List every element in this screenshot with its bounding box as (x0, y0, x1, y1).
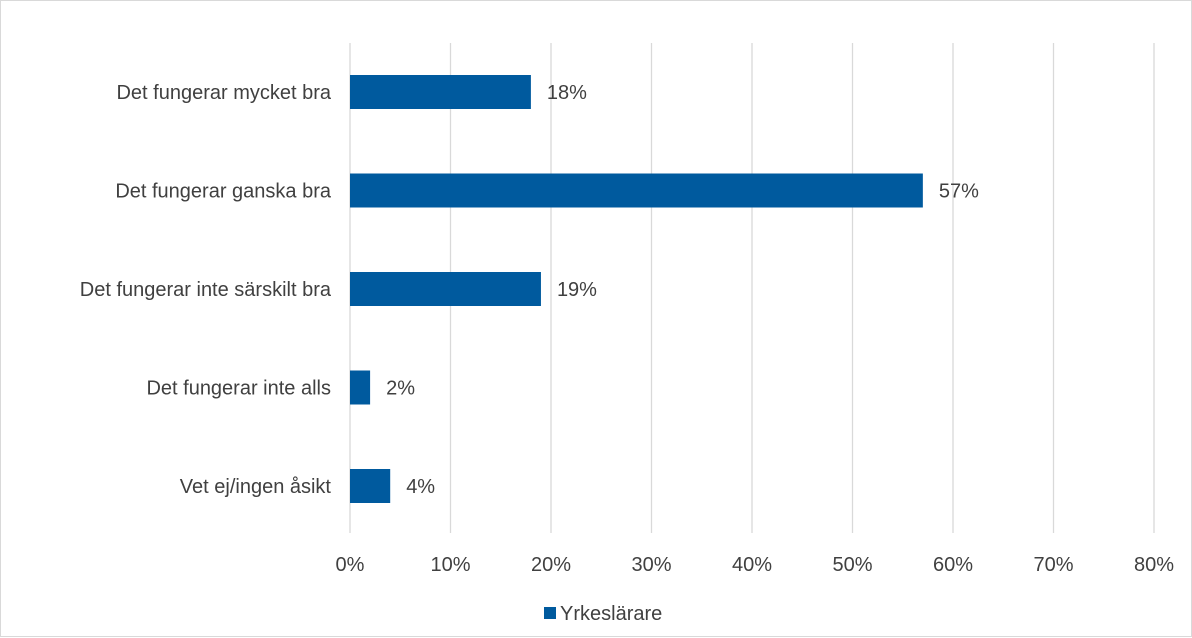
category-label: Vet ej/ingen åsikt (180, 476, 332, 498)
bar (350, 370, 371, 405)
data-label: 4% (406, 476, 435, 498)
x-tick-labels: 0% 10% 20% 30% 40% 50% 60% 70% 80% (336, 554, 1175, 576)
x-tick-label: 20% (531, 554, 571, 576)
category-label: Det fungerar mycket bra (116, 82, 331, 104)
x-tick-label: 0% (336, 554, 365, 576)
category-labels: Det fungerar mycket bra Det fungerar gans… (80, 82, 332, 498)
x-tick-label: 50% (832, 554, 872, 576)
category-label: Det fungerar inte särskilt bra (80, 279, 332, 301)
data-label: 2% (386, 378, 415, 400)
data-label: 57% (939, 181, 979, 203)
bar (350, 469, 391, 503)
bar (350, 272, 541, 306)
x-tick-label: 10% (430, 554, 470, 576)
category-label: Det fungerar inte alls (146, 378, 331, 400)
gridlines (349, 43, 1155, 533)
x-tick-label: 70% (1033, 554, 1073, 576)
x-tick-label: 40% (732, 554, 772, 576)
x-tick-label: 80% (1134, 554, 1174, 576)
x-tick-label: 30% (631, 554, 671, 576)
bar (350, 173, 923, 208)
legend-swatch (544, 607, 556, 619)
legend-label: Yrkeslärare (560, 603, 662, 625)
data-labels: 18% 57% 19% 2% 4% (386, 82, 979, 498)
category-label: Det fungerar ganska bra (115, 181, 332, 203)
legend: Yrkeslärare (544, 603, 662, 625)
data-label: 19% (557, 279, 597, 301)
bars (350, 75, 923, 503)
x-tick-label: 60% (933, 554, 973, 576)
bar (350, 75, 531, 109)
data-label: 18% (547, 82, 587, 104)
